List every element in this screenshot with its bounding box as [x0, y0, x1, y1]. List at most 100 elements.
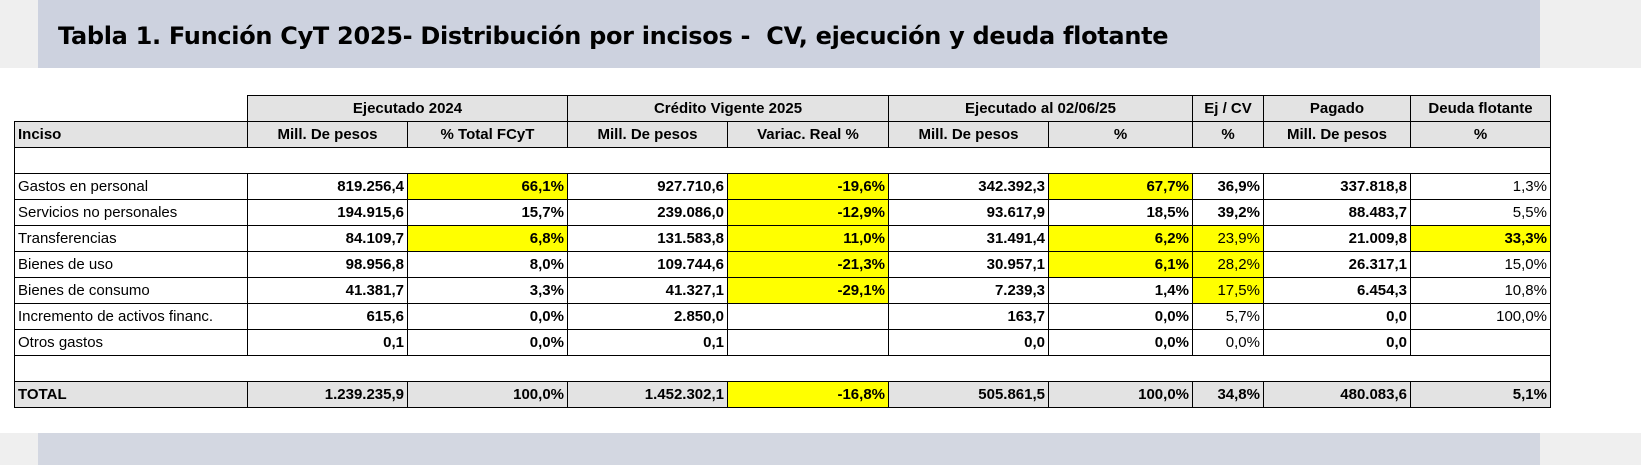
data-row: Gastos en personal 819.256,4 66,1% 927.710,…	[14, 173, 1551, 200]
cell	[727, 303, 889, 330]
column-header: Mill. De pesos	[1263, 121, 1411, 148]
cell: 6,2%	[1048, 225, 1193, 252]
cell: 36,9%	[1192, 173, 1264, 200]
cell: 194.915,6	[247, 199, 408, 226]
cell: 0,0%	[1048, 303, 1193, 330]
cell: 342.392,3	[888, 173, 1049, 200]
cell: 1.452.302,1	[567, 381, 728, 408]
header-row: Ejecutado 2024 Crédito Vigente 2025 Ejecut…	[14, 95, 1551, 122]
spacer-cell	[14, 355, 248, 382]
data-row: Transferencias 84.109,7 6,8% 131.583,8 11,0%…	[14, 225, 1551, 252]
cell: 3,3%	[407, 277, 568, 304]
header-cell	[14, 95, 248, 122]
spacer-cell	[1192, 355, 1264, 382]
cell: 0,0%	[407, 303, 568, 330]
cell: 93.617,9	[888, 199, 1049, 226]
cell	[1410, 329, 1551, 356]
cell: 0,0	[1263, 303, 1411, 330]
cell: 0,0	[888, 329, 1049, 356]
cell: 84.109,7	[247, 225, 408, 252]
cell: 66,1%	[407, 173, 568, 200]
group-header: Deuda flotante	[1410, 95, 1551, 122]
group-header: Pagado	[1263, 95, 1411, 122]
cell: 100,0%	[407, 381, 568, 408]
spacer-cell	[247, 355, 408, 382]
title-box: Tabla 1. Función CyT 2025- Distribución …	[38, 0, 1540, 68]
spacer-cell	[727, 147, 889, 174]
cell: 1,3%	[1410, 173, 1551, 200]
spacer-cell	[888, 147, 1049, 174]
row-label: Incremento de activos financ.	[14, 303, 248, 330]
cell: -29,1%	[727, 277, 889, 304]
cell: 26.317,1	[1263, 251, 1411, 278]
spacer-cell	[1048, 355, 1193, 382]
column-header: %	[1192, 121, 1264, 148]
cell: -16,8%	[727, 381, 889, 408]
cell: 88.483,7	[1263, 199, 1411, 226]
cell: 6.454,3	[1263, 277, 1411, 304]
row-label: Bienes de consumo	[14, 277, 248, 304]
cell: 15,7%	[407, 199, 568, 226]
cell: 98.956,8	[247, 251, 408, 278]
row-label: Otros gastos	[14, 329, 248, 356]
footer-box	[38, 433, 1540, 465]
cell: 17,5%	[1192, 277, 1264, 304]
cell: 0,0	[1263, 329, 1411, 356]
spacer-cell	[1263, 355, 1411, 382]
cell: 337.818,8	[1263, 173, 1411, 200]
cell: 0,1	[567, 329, 728, 356]
cell: 0,0%	[407, 329, 568, 356]
cell: -21,3%	[727, 251, 889, 278]
cell: 10,8%	[1410, 277, 1551, 304]
cell: 5,1%	[1410, 381, 1551, 408]
cell: 480.083,6	[1263, 381, 1411, 408]
spacer-cell	[1410, 147, 1551, 174]
header-band: Tabla 1. Función CyT 2025- Distribución …	[0, 0, 1641, 68]
column-header: Variac. Real %	[727, 121, 889, 148]
cell: 6,1%	[1048, 251, 1193, 278]
spacer-cell	[247, 147, 408, 174]
cell: 41.381,7	[247, 277, 408, 304]
data-row: Bienes de consumo 41.381,7 3,3% 41.327,1 -29…	[14, 277, 1551, 304]
cell: 615,6	[247, 303, 408, 330]
total-row: TOTAL 1.239.235,9 100,0% 1.452.302,1 -16,8% 5…	[14, 381, 1551, 408]
cell: 0,1	[247, 329, 408, 356]
cell: 927.710,6	[567, 173, 728, 200]
cell: 239.086,0	[567, 199, 728, 226]
spacer-cell	[567, 355, 728, 382]
cell: -19,6%	[727, 173, 889, 200]
cell: 28,2%	[1192, 251, 1264, 278]
cell: 67,7%	[1048, 173, 1193, 200]
cell: 34,8%	[1192, 381, 1264, 408]
row-label: Gastos en personal	[14, 173, 248, 200]
cell: 131.583,8	[567, 225, 728, 252]
cell: 5,7%	[1192, 303, 1264, 330]
cell: 21.009,8	[1263, 225, 1411, 252]
group-header: Ej / CV	[1192, 95, 1264, 122]
cell: 30.957,1	[888, 251, 1049, 278]
column-header: %	[1048, 121, 1193, 148]
spacer-cell	[1192, 147, 1264, 174]
group-header: Ejecutado 2024	[247, 95, 568, 122]
row-label: Transferencias	[14, 225, 248, 252]
data-row: Otros gastos 0,1 0,0% 0,1 0,0 0,0% 0,0% 0,0	[14, 329, 1551, 356]
cell: 109.744,6	[567, 251, 728, 278]
column-header: Mill. De pesos	[888, 121, 1049, 148]
cell: 39,2%	[1192, 199, 1264, 226]
spacer-cell	[1263, 147, 1411, 174]
cell: 100,0%	[1048, 381, 1193, 408]
group-header: Crédito Vigente 2025	[567, 95, 889, 122]
cell: 1,4%	[1048, 277, 1193, 304]
cell: 23,9%	[1192, 225, 1264, 252]
spacer-cell	[567, 147, 728, 174]
cell: 6,8%	[407, 225, 568, 252]
cell: 505.861,5	[888, 381, 1049, 408]
spacer-cell	[407, 147, 568, 174]
spacer-cell	[407, 355, 568, 382]
cell: -12,9%	[727, 199, 889, 226]
column-header: Mill. De pesos	[247, 121, 408, 148]
spacer-cell	[888, 355, 1049, 382]
cell	[727, 329, 889, 356]
cell: 2.850,0	[567, 303, 728, 330]
